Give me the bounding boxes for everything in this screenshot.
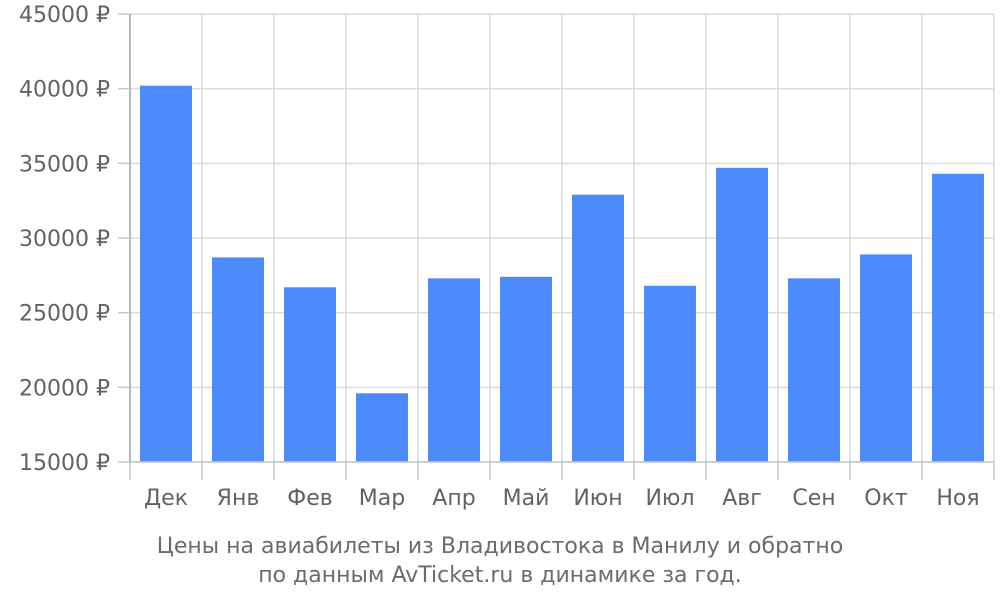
bar: [428, 278, 480, 462]
x-tick-label: Авг: [722, 486, 762, 511]
x-tick-label: Апр: [432, 486, 475, 511]
x-tick-label: Июн: [573, 486, 622, 511]
y-tick-label: 20000 ₽: [19, 376, 110, 401]
bar: [572, 194, 624, 462]
x-tick-label: Янв: [217, 486, 260, 511]
x-tick-label: Дек: [144, 486, 188, 511]
bars: [140, 85, 984, 463]
bar: [788, 278, 840, 462]
y-tick-label: 15000 ₽: [19, 451, 110, 476]
x-tick-label: Фев: [287, 486, 332, 511]
grid-lines: [130, 13, 995, 463]
bar: [212, 257, 264, 462]
x-tick-labels: Дек Янв Фев Мар Апр Май Июн Июл Авг Сен Окт Ноя: [144, 486, 980, 511]
x-tick-label: Мар: [359, 486, 405, 511]
bar: [284, 287, 336, 462]
bar: [356, 393, 408, 462]
bar: [140, 85, 192, 463]
y-tick-label: 40000 ₽: [19, 78, 110, 103]
bar: [500, 276, 552, 462]
chart-caption-line-1: Цены на авиабилеты из Владивостока в Ман…: [156, 534, 844, 559]
y-tick-label: 25000 ₽: [19, 302, 110, 327]
chart-caption-line-2: по данным AvTicket.ru в динамике за год.: [258, 563, 742, 588]
y-tick-labels: 15000 ₽ 20000 ₽ 25000 ₽ 30000 ₽ 35000 ₽ 40000…: [19, 3, 110, 476]
bar: [860, 254, 912, 462]
y-tick-label: 30000 ₽: [19, 227, 110, 252]
y-tick-label: 45000 ₽: [19, 3, 110, 28]
axes: [118, 13, 995, 480]
x-tick-label: Май: [503, 486, 550, 511]
bar: [644, 285, 696, 462]
bar: [932, 173, 984, 462]
x-tick-label: Сен: [792, 486, 835, 511]
bar: [716, 167, 768, 462]
x-tick-label: Июл: [645, 486, 694, 511]
x-tick-label: Окт: [864, 486, 908, 511]
x-tick-label: Ноя: [936, 486, 979, 511]
y-tick-label: 35000 ₽: [19, 152, 110, 177]
